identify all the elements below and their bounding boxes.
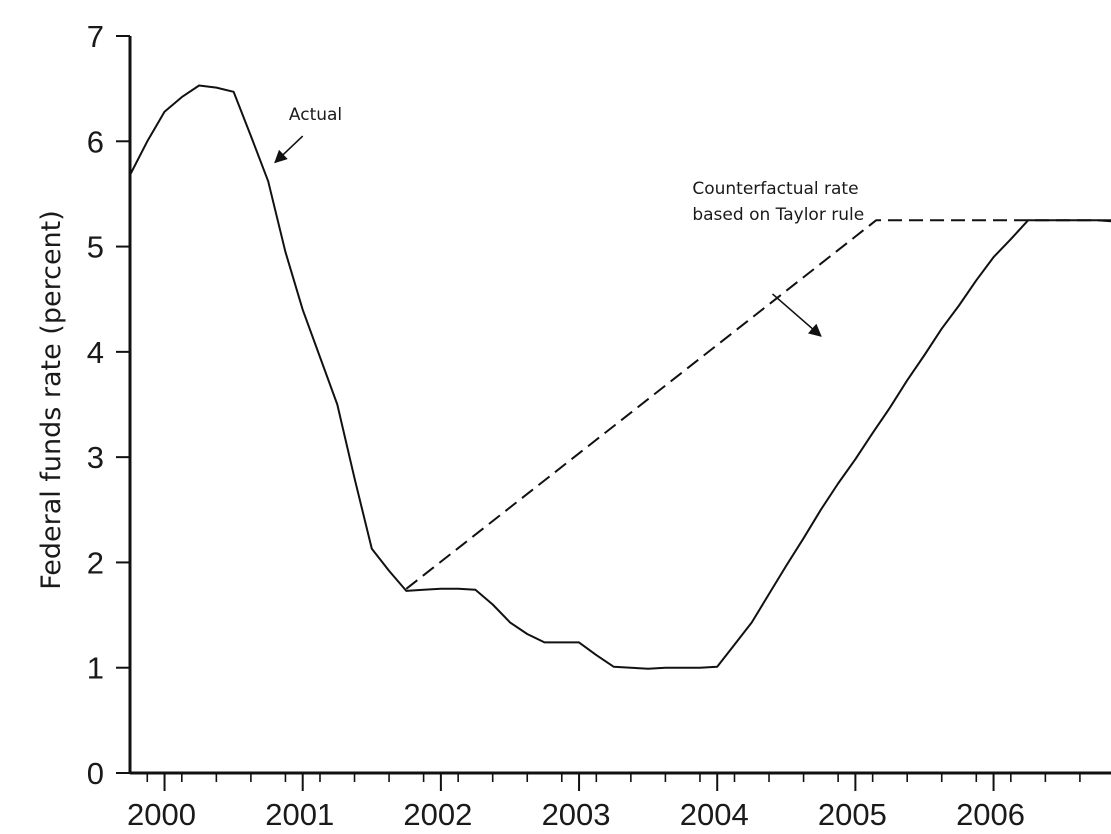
- series-line-counterfactual: [405, 219, 1111, 590]
- annotation-arrow: [771, 293, 822, 337]
- y-tick-label: 4: [87, 335, 104, 370]
- annotation-actual: Actual: [289, 105, 342, 125]
- x-tick-label: 2006: [956, 797, 1025, 832]
- x-axis: 2000 2001 2002 2003 2004 2005 2006: [127, 771, 1111, 832]
- y-tick-label: 1: [87, 651, 104, 686]
- y-tick-label: 5: [87, 230, 104, 265]
- x-tick-label: 2003: [542, 797, 611, 832]
- y-tick-label: 3: [87, 440, 104, 475]
- x-tick-label: 2005: [818, 797, 887, 832]
- x-tick-label: 2004: [680, 797, 749, 832]
- y-axis-label: Federal funds rate (percent): [36, 210, 67, 590]
- y-tick-label: 2: [87, 545, 104, 580]
- y-tick-label: 0: [87, 756, 104, 791]
- annotation-line: Counterfactual rate: [692, 179, 858, 199]
- x-tick-label: 2000: [127, 797, 196, 832]
- annotation-line: based on Taylor rule: [692, 205, 864, 225]
- y-tick-label: 7: [87, 19, 104, 54]
- y-axis: 0 1 2 3 4 5 6 7: [87, 19, 132, 791]
- y-tick-label: 6: [87, 124, 104, 159]
- x-tick-label: 2001: [265, 797, 334, 832]
- annotation-counterfactual: Counterfactual rate based on Taylor rule: [692, 179, 864, 225]
- x-tick-label: 2002: [403, 797, 472, 832]
- annotations-layer: Actual Counterfactual rate based on Taylor…: [274, 105, 864, 337]
- series-layer: [129, 84, 1111, 670]
- series-line-actual: [129, 84, 1111, 670]
- annotation-arrow: [274, 135, 304, 164]
- annotation-line: Actual: [289, 105, 342, 125]
